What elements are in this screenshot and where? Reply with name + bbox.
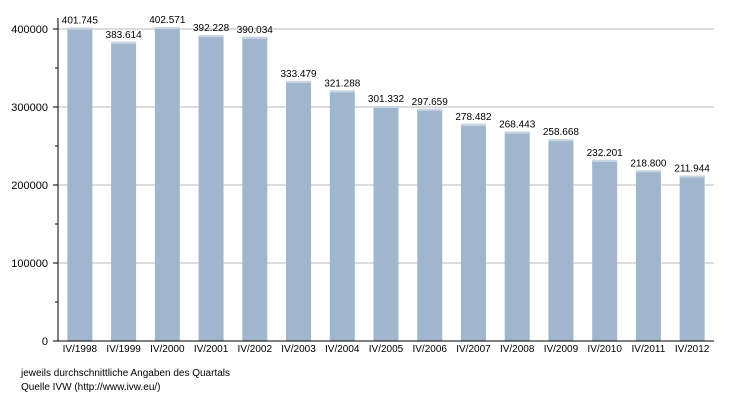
data-label: 258.668 <box>543 127 580 138</box>
bar-iv-1998 <box>67 27 93 341</box>
data-label: 402.571 <box>149 15 186 26</box>
bar-top-highlight <box>286 80 312 83</box>
bar-iv-2003 <box>286 80 312 341</box>
data-label: 278.482 <box>455 112 492 123</box>
bar-top-highlight <box>417 108 443 111</box>
bar-iv-2009 <box>548 139 574 341</box>
y-tick-label: 300000 <box>11 102 48 114</box>
data-label: 268.443 <box>499 120 536 131</box>
data-label: 211.944 <box>674 164 710 175</box>
bar-iv-2005 <box>373 105 399 342</box>
bar-top-highlight <box>67 27 93 30</box>
footnote-quarter-average: jeweils durchschnittliche Angaben des Qu… <box>21 368 231 379</box>
bar-iv-2011 <box>635 170 661 341</box>
x-tick-label: IV/1998 <box>63 344 98 355</box>
x-tick-label: IV/2010 <box>587 344 622 355</box>
bar-top-highlight <box>460 123 486 126</box>
x-tick-label: IV/2009 <box>544 344 579 355</box>
x-tick-label: IV/2011 <box>632 344 666 355</box>
bar-top-highlight <box>679 175 705 178</box>
x-axis: IV/1998 IV/1999 IV/2000 IV/2001 IV/2002 IV/20… <box>58 340 714 355</box>
x-tick-label: IV/2008 <box>500 344 535 355</box>
x-tick-label: IV/2007 <box>456 344 491 355</box>
bars <box>67 26 705 342</box>
data-label: 392.228 <box>193 23 230 34</box>
data-label: 390.034 <box>237 25 274 36</box>
x-tick-label: IV/2004 <box>325 344 360 355</box>
bar-top-highlight <box>373 105 399 108</box>
x-tick-label: IV/2000 <box>150 344 185 355</box>
x-tick-label: IV/2006 <box>412 344 447 355</box>
x-tick-label: IV/2001 <box>194 344 229 355</box>
bar-iv-2001 <box>198 35 224 341</box>
bar-iv-1999 <box>111 41 137 342</box>
data-label: 232.201 <box>587 148 624 159</box>
bar-top-highlight <box>548 139 574 142</box>
y-tick-label: 100000 <box>11 258 48 270</box>
y-tick-label: 200000 <box>11 180 48 192</box>
data-label: 297.659 <box>412 97 449 108</box>
bar-top-highlight <box>242 36 268 39</box>
data-label: 383.614 <box>106 30 143 41</box>
footnote-source: Quelle IVW (http://www.ivw.eu/) <box>21 382 161 393</box>
bar-top-highlight <box>635 170 661 173</box>
data-label: 218.800 <box>630 158 667 169</box>
y-axis: 0 100000 200000 300000 400000 <box>11 18 59 348</box>
bar-chart: 0 100000 200000 300000 400000 401.745 383.614… <box>11 15 714 355</box>
bar-iv-2006 <box>417 108 443 341</box>
bar-top-highlight <box>329 90 355 93</box>
data-label: 333.479 <box>280 69 317 80</box>
bar-iv-2007 <box>460 123 486 341</box>
bar-top-highlight <box>154 26 180 29</box>
bar-iv-2002 <box>242 36 268 342</box>
bar-iv-2008 <box>504 131 530 341</box>
data-label: 301.332 <box>368 94 405 105</box>
x-tick-label: IV/2012 <box>675 344 710 355</box>
bar-iv-2000 <box>154 26 180 341</box>
data-label: 321.288 <box>324 78 361 89</box>
bar-top-highlight <box>111 41 137 44</box>
x-tick-label: IV/2005 <box>369 344 404 355</box>
bar-top-highlight <box>592 159 618 162</box>
bar-top-highlight <box>198 35 224 38</box>
x-tick-label: IV/2003 <box>281 344 316 355</box>
bar-iv-2010 <box>592 159 618 341</box>
bar-top-highlight <box>504 131 530 134</box>
y-tick-label: 0 <box>42 336 48 348</box>
bar-iv-2012 <box>679 175 705 341</box>
y-tick-label: 400000 <box>11 24 48 36</box>
x-tick-label: IV/1999 <box>106 344 141 355</box>
bar-iv-2004 <box>329 90 355 342</box>
data-label: 401.745 <box>62 16 99 27</box>
x-tick-label: IV/2002 <box>238 344 273 355</box>
data-labels: 401.745 383.614 402.571 392.228 390.034 333.4… <box>62 15 710 175</box>
